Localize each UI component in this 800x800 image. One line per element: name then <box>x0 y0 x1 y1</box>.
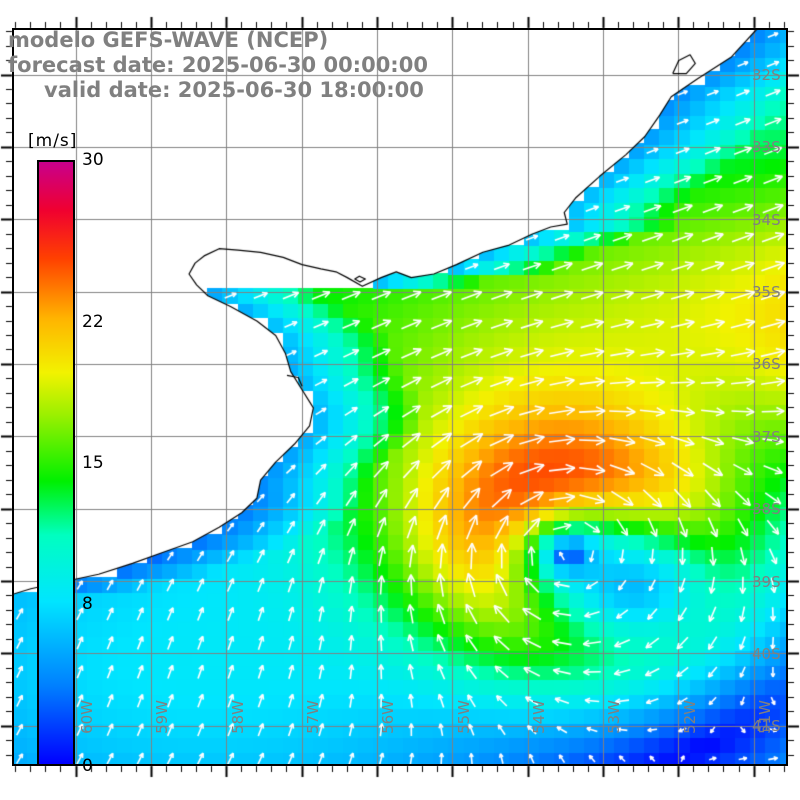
lon-label-52W: 52W <box>680 700 699 734</box>
lat-label-33S: 33S <box>752 138 781 157</box>
lat-label-41S: 41S <box>752 717 781 736</box>
lon-label-51W: 51W <box>756 700 775 734</box>
lat-label-38S: 38S <box>752 500 781 519</box>
colorbar[interactable] <box>37 160 75 766</box>
colorbar-gradient <box>37 160 75 766</box>
lat-label-32S: 32S <box>752 66 781 85</box>
colorbar-tick-30: 30 <box>82 150 104 170</box>
lon-label-57W: 57W <box>304 700 323 734</box>
lon-label-56W: 56W <box>379 700 398 734</box>
map-plot-area[interactable] <box>12 28 788 766</box>
lat-label-35S: 35S <box>752 283 781 302</box>
lat-label-34S: 34S <box>752 210 781 229</box>
colorbar-tick-22: 22 <box>82 311 104 332</box>
colorbar-tick-0: 0 <box>82 756 93 776</box>
lat-label-39S: 39S <box>752 572 781 591</box>
lon-label-60W: 60W <box>78 700 97 734</box>
colorbar-unit-label: [m/s] <box>28 131 78 151</box>
lon-label-55W: 55W <box>454 700 473 734</box>
coastline <box>12 28 788 766</box>
lon-label-54W: 54W <box>530 700 549 734</box>
lon-label-53W: 53W <box>605 700 624 734</box>
lon-label-59W: 59W <box>153 700 172 734</box>
lat-label-40S: 40S <box>752 644 781 663</box>
lat-label-36S: 36S <box>752 355 781 374</box>
lon-label-58W: 58W <box>228 700 247 734</box>
colorbar-tick-15: 15 <box>82 453 104 473</box>
lat-label-37S: 37S <box>752 427 781 446</box>
colorbar-tick-8: 8 <box>82 594 93 615</box>
